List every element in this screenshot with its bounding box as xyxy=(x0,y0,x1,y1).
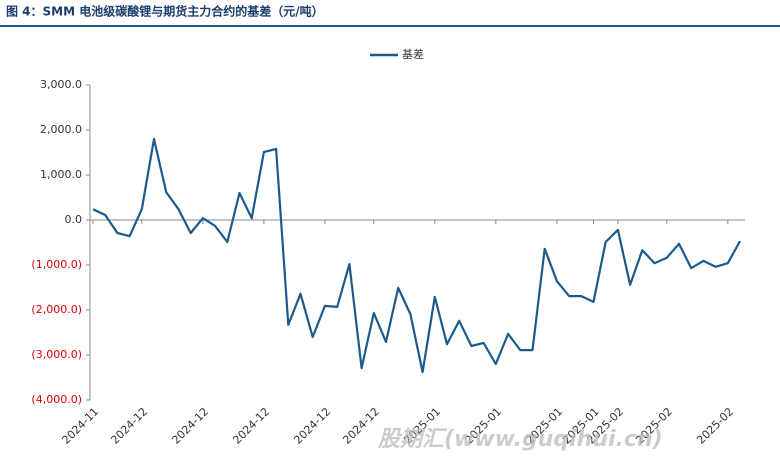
watermark: 股期汇(www.guqihui.cn) xyxy=(377,427,663,452)
y-tick-label: 1,000.0 xyxy=(40,168,82,181)
chart-title: 图 4：SMM 电池级碳酸锂与期货主力合约的基差（元/吨） xyxy=(6,4,324,19)
x-tick-label: 2024-11 xyxy=(60,405,102,447)
y-tick-label: (3,000.0) xyxy=(31,348,82,361)
y-tick-label: 2,000.0 xyxy=(40,123,82,136)
x-tick-label: 2024-12 xyxy=(291,405,333,447)
x-tick-label: 2024-12 xyxy=(230,405,272,447)
data-line xyxy=(92,137,741,374)
y-tick-label: 0.0 xyxy=(65,213,83,226)
legend-label: 基差 xyxy=(402,47,424,61)
y-tick-label: (2,000.0) xyxy=(31,303,82,316)
x-tick-label: 2024-12 xyxy=(169,405,211,447)
x-tick-label: 2024-12 xyxy=(108,405,150,447)
y-tick-label: (1,000.0) xyxy=(31,258,82,271)
y-tick-label: (4,000.0) xyxy=(31,393,82,406)
x-tick-label: 2025-02 xyxy=(694,405,736,447)
x-tick-label: 2024-12 xyxy=(340,405,382,447)
y-tick-label: 3,000.0 xyxy=(40,78,82,91)
